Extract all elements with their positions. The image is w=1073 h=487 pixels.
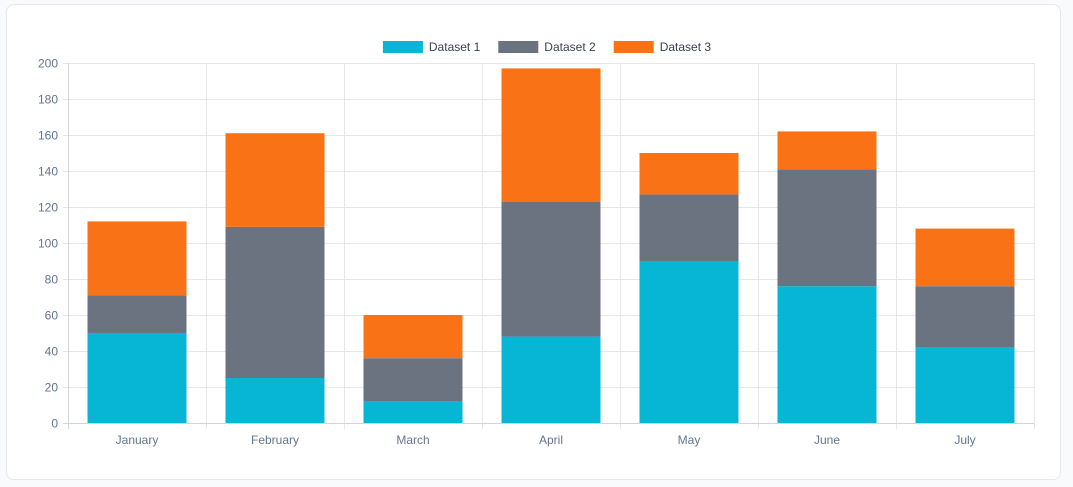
x-tick-label: June bbox=[814, 433, 840, 447]
x-tick-label: July bbox=[954, 433, 975, 447]
bar-march-series-3[interactable] bbox=[363, 315, 463, 359]
bar-may-series-3[interactable] bbox=[639, 153, 739, 195]
bar-april-series-2[interactable] bbox=[501, 201, 601, 337]
bar-april-series-1[interactable] bbox=[501, 336, 601, 423]
legend-item-dataset-3[interactable]: Dataset 3 bbox=[613, 40, 712, 54]
x-tick-label: May bbox=[678, 433, 701, 447]
y-tick-label: 140 bbox=[38, 165, 58, 179]
bar-may-series-2[interactable] bbox=[639, 194, 739, 261]
x-tick-label: February bbox=[251, 433, 299, 447]
legend-swatch bbox=[498, 41, 539, 53]
y-tick-label: 200 bbox=[38, 57, 58, 71]
legend-label: Dataset 2 bbox=[544, 40, 596, 54]
legend-item-dataset-2[interactable]: Dataset 2 bbox=[498, 40, 596, 54]
legend-swatch bbox=[613, 41, 654, 53]
bar-march-series-1[interactable] bbox=[363, 401, 463, 423]
bar-july-series-1[interactable] bbox=[915, 347, 1015, 423]
x-tick-label: March bbox=[396, 433, 429, 447]
bar-january-series-3[interactable] bbox=[87, 221, 187, 296]
bar-february-series-3[interactable] bbox=[225, 133, 325, 227]
bar-january-series-1[interactable] bbox=[87, 333, 187, 423]
legend-label: Dataset 3 bbox=[660, 40, 712, 54]
bar-january-series-2[interactable] bbox=[87, 295, 187, 333]
bar-june-series-3[interactable] bbox=[777, 131, 877, 170]
legend-item-dataset-1[interactable]: Dataset 1 bbox=[382, 40, 481, 54]
bar-june-series-2[interactable] bbox=[777, 169, 877, 287]
bar-july-series-3[interactable] bbox=[915, 228, 1015, 287]
y-tick-label: 20 bbox=[45, 381, 59, 395]
legend-swatch bbox=[382, 41, 423, 53]
bar-july-series-2[interactable] bbox=[915, 286, 1015, 348]
y-tick-label: 100 bbox=[38, 237, 58, 251]
y-tick-label: 120 bbox=[38, 201, 58, 215]
bar-may-series-1[interactable] bbox=[639, 261, 739, 423]
bar-february-series-2[interactable] bbox=[225, 226, 325, 378]
x-axis-tick-labels: January February March April May June July bbox=[116, 433, 976, 447]
y-axis-tick-labels: 0 20 40 60 80 100 120 140 160 180 200 bbox=[38, 57, 58, 431]
bar-june-series-1[interactable] bbox=[777, 286, 877, 423]
y-tick-label: 80 bbox=[45, 273, 59, 287]
y-tick-label: 0 bbox=[51, 417, 58, 431]
y-tick-label: 40 bbox=[45, 345, 59, 359]
y-tick-label: 60 bbox=[45, 309, 59, 323]
bar-april-series-3[interactable] bbox=[501, 68, 601, 202]
x-tick-label: April bbox=[539, 433, 563, 447]
y-tick-label: 180 bbox=[38, 93, 58, 107]
bars bbox=[87, 68, 1015, 423]
bar-march-series-2[interactable] bbox=[363, 358, 463, 402]
legend-label: Dataset 1 bbox=[429, 40, 481, 54]
legend: Dataset 1 Dataset 2 Dataset 3 bbox=[382, 40, 712, 54]
y-tick-label: 160 bbox=[38, 129, 58, 143]
axes bbox=[63, 63, 1034, 429]
bar-february-series-1[interactable] bbox=[225, 378, 325, 423]
x-tick-label: January bbox=[116, 433, 159, 447]
